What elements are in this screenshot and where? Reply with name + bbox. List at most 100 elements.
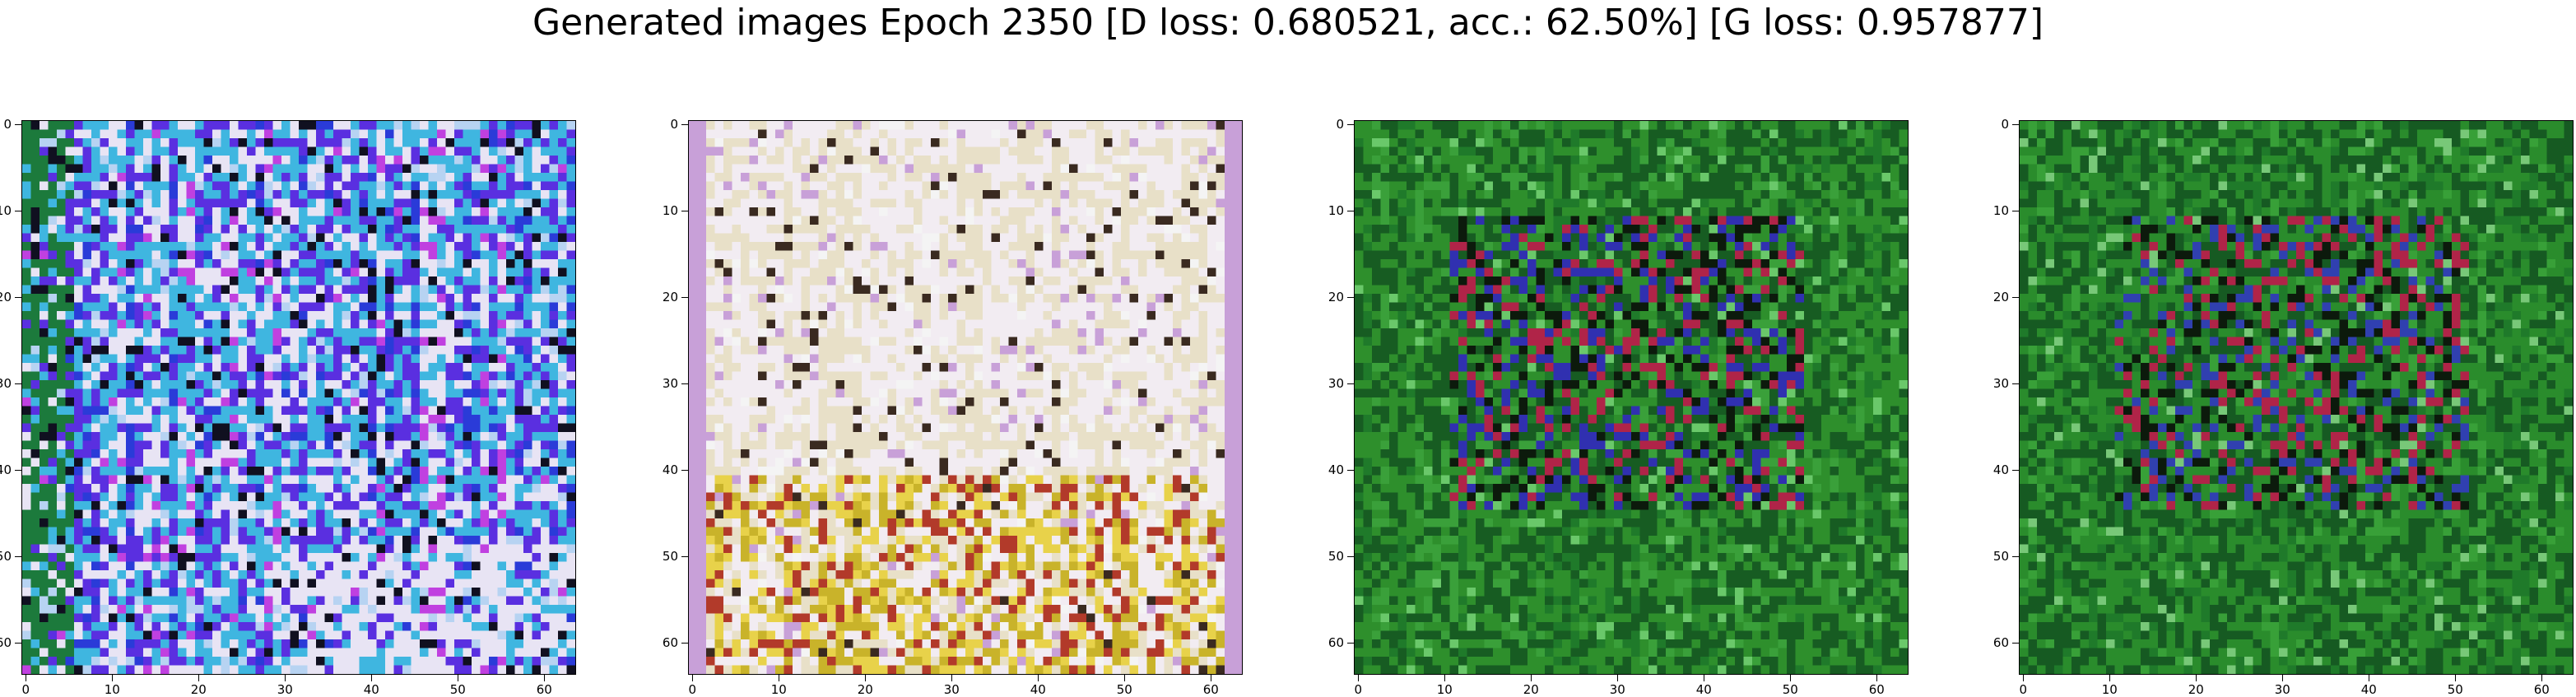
y-tick-label: 10 — [1328, 203, 1344, 219]
image-panel-2: 0 10 20 30 40 50 60 0 10 20 30 40 50 60 — [663, 118, 1243, 696]
y-tick-label: 0 — [3, 117, 12, 132]
generated-image-3 — [1354, 120, 1909, 675]
y-tick-label: 40 — [662, 462, 678, 478]
x-tick-label: 60 — [2533, 682, 2550, 697]
y-tick-mark — [15, 556, 21, 558]
x-tick-mark — [371, 675, 373, 681]
y-tick-mark — [2012, 124, 2019, 126]
y-tick-label: 60 — [0, 635, 12, 651]
y-tick-label: 40 — [1992, 462, 2009, 478]
y-tick-label: 60 — [1992, 635, 2009, 651]
y-tick-mark — [1347, 556, 1354, 558]
generated-image-4 — [2019, 120, 2574, 675]
x-tick-label: 50 — [449, 682, 466, 697]
x-tick-mark — [865, 675, 867, 681]
x-tick-mark — [2541, 675, 2543, 681]
y-tick-mark — [15, 643, 21, 644]
y-tick-mark — [1347, 383, 1354, 385]
y-tick-mark — [1347, 124, 1354, 126]
x-tick-label: 40 — [363, 682, 379, 697]
x-tick-label: 30 — [2274, 682, 2290, 697]
x-tick-label: 10 — [770, 682, 787, 697]
y-tick-label: 60 — [662, 635, 678, 651]
x-tick-label: 60 — [1202, 682, 1219, 697]
y-tick-mark — [681, 383, 688, 385]
y-tick-label: 50 — [1992, 549, 2009, 565]
y-tick-label: 30 — [662, 376, 678, 392]
y-tick-label: 50 — [0, 549, 12, 565]
x-tick-label: 30 — [1609, 682, 1625, 697]
y-tick-mark — [681, 470, 688, 472]
y-tick-mark — [1347, 297, 1354, 299]
y-tick-mark — [681, 124, 688, 126]
x-tick-label: 40 — [2360, 682, 2377, 697]
x-tick-label: 10 — [104, 682, 120, 697]
y-tick-label: 20 — [662, 290, 678, 305]
x-tick-label: 10 — [2101, 682, 2118, 697]
x-tick-label: 0 — [1354, 682, 1363, 697]
y-tick-label: 10 — [662, 203, 678, 219]
y-tick-label: 20 — [1992, 290, 2009, 305]
x-tick-label: 40 — [1030, 682, 1046, 697]
x-tick-label: 50 — [2447, 682, 2463, 697]
x-tick-label: 60 — [536, 682, 552, 697]
x-tick-label: 10 — [1436, 682, 1453, 697]
y-tick-mark — [2012, 643, 2019, 644]
x-tick-label: 20 — [857, 682, 873, 697]
x-tick-mark — [1444, 675, 1446, 681]
y-tick-label: 0 — [670, 117, 678, 132]
x-tick-label: 50 — [1782, 682, 1798, 697]
y-tick-mark — [681, 556, 688, 558]
y-tick-mark — [2012, 297, 2019, 299]
x-tick-mark — [1876, 675, 1878, 681]
x-tick-mark — [1358, 675, 1360, 681]
y-tick-mark — [15, 470, 21, 472]
y-tick-label: 30 — [1328, 376, 1344, 392]
x-tick-mark — [198, 675, 200, 681]
y-tick-label: 30 — [1992, 376, 2009, 392]
x-tick-label: 60 — [1868, 682, 1885, 697]
y-tick-label: 10 — [0, 203, 12, 219]
image-panel-4: 0 10 20 30 40 50 60 0 10 20 30 40 50 60 — [1993, 118, 2574, 696]
y-tick-label: 0 — [1336, 117, 1344, 132]
x-tick-mark — [692, 675, 694, 681]
generated-image-1 — [21, 120, 576, 675]
x-tick-mark — [544, 675, 546, 681]
y-tick-mark — [15, 297, 21, 299]
figure-title: Generated images Epoch 2350 [D loss: 0.6… — [532, 2, 2044, 44]
y-tick-label: 40 — [1328, 462, 1344, 478]
generated-image-2 — [688, 120, 1243, 675]
y-tick-label: 0 — [2001, 117, 2009, 132]
x-tick-label: 0 — [21, 682, 30, 697]
x-tick-label: 20 — [2188, 682, 2204, 697]
y-tick-mark — [681, 297, 688, 299]
y-tick-label: 20 — [0, 290, 12, 305]
y-tick-mark — [2012, 470, 2019, 472]
y-tick-label: 50 — [1328, 549, 1344, 565]
y-tick-label: 50 — [662, 549, 678, 565]
x-tick-label: 20 — [190, 682, 207, 697]
y-tick-mark — [2012, 556, 2019, 558]
x-tick-label: 0 — [688, 682, 697, 697]
x-tick-label: 50 — [1116, 682, 1132, 697]
y-tick-mark — [15, 383, 21, 385]
x-tick-mark — [2196, 675, 2197, 681]
y-tick-label: 20 — [1328, 290, 1344, 305]
x-tick-mark — [285, 675, 286, 681]
x-tick-mark — [112, 675, 114, 681]
x-tick-label: 20 — [1523, 682, 1539, 697]
x-tick-mark — [1617, 675, 1619, 681]
y-tick-label: 60 — [1328, 635, 1344, 651]
y-tick-mark — [2012, 383, 2019, 385]
y-tick-mark — [15, 124, 21, 126]
y-tick-mark — [1347, 643, 1354, 644]
y-tick-label: 30 — [0, 376, 12, 392]
x-tick-label: 0 — [2019, 682, 2028, 697]
y-tick-mark — [1347, 470, 1354, 472]
x-tick-mark — [2109, 675, 2111, 681]
y-tick-label: 10 — [1992, 203, 2009, 219]
x-tick-mark — [951, 675, 953, 681]
x-tick-label: 40 — [1695, 682, 1712, 697]
x-tick-mark — [2023, 675, 2025, 681]
y-tick-mark — [681, 643, 688, 644]
